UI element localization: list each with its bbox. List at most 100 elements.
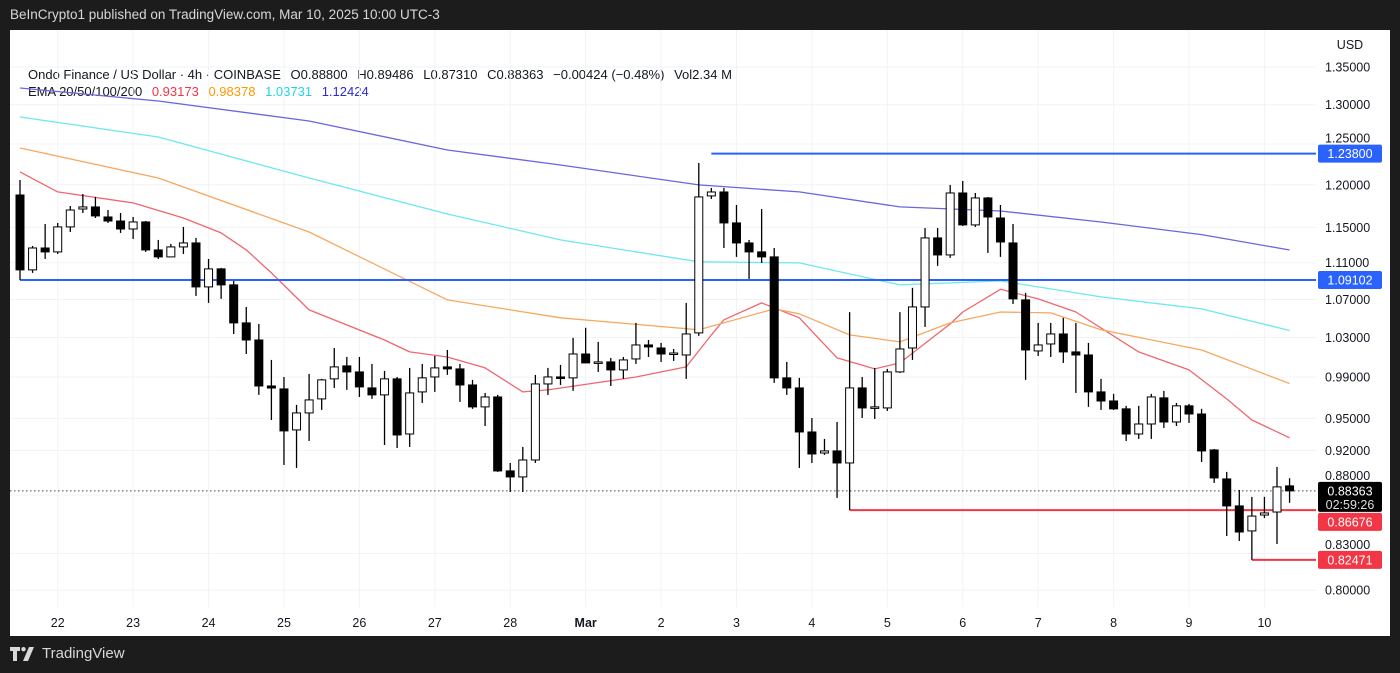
candle [53,222,63,254]
candle-body [1096,391,1106,402]
tradingview-brand[interactable]: TradingView [42,645,125,662]
candle [958,180,968,226]
candle-body [229,284,239,324]
symbol-legend: Ondo Finance / US Dollar · 4h · COINBASE… [28,67,738,82]
x-tick-label: 26 [352,616,366,630]
candle [417,363,427,403]
y-tick-label: 1.25000 [1325,132,1370,146]
candle-body [907,306,917,349]
candle-body [556,376,566,379]
candle-body [417,377,427,393]
candle [920,227,930,327]
candle-body [1071,351,1081,356]
candle [530,374,540,463]
footer: TradingView [10,645,125,662]
price-level-label: 1.09102 [1327,273,1372,287]
candle-body [606,361,616,371]
candle [367,363,377,399]
candle-body [694,196,704,334]
candle-body [1259,512,1269,516]
candle-body [744,242,754,253]
candle-body [28,247,38,271]
tradingview-logo-icon [10,646,34,661]
candle-body [103,216,113,222]
y-tick-label: 1.20000 [1325,178,1370,192]
price-level-label: 0.86676 [1327,515,1372,529]
candle-body [1146,396,1156,425]
x-tick-label: 2 [658,616,665,630]
candle-body [266,385,276,389]
ema-label[interactable]: EMA 20/50/100/200 [28,84,143,99]
x-tick-label: 8 [1110,616,1117,630]
volume-value: 2.34 M [692,67,732,82]
candle [983,196,993,253]
candle [807,417,817,463]
ema-legend: EMA 20/50/100/200 0.93173 0.98378 1.0373… [28,84,375,99]
candle [794,377,804,468]
candle-body [656,347,666,355]
candle [933,227,943,266]
x-tick-label: 23 [126,616,140,630]
y-tick-label: 0.92000 [1325,444,1370,458]
candle [229,280,239,334]
candle-body [832,450,842,464]
candle-body [329,366,339,380]
x-tick-label: 25 [277,616,291,630]
candle [669,348,679,361]
low-value: 0.87310 [430,67,478,82]
x-tick-label: 6 [959,616,966,630]
currency-label[interactable]: USD [1318,34,1382,56]
candle-body [116,220,126,230]
y-tick-label: 1.07000 [1325,293,1370,307]
candle [430,355,440,392]
candle-body [166,246,176,258]
candle-body [1285,485,1295,492]
candle-body [1046,333,1056,345]
candle [694,163,704,336]
candle-body [593,361,603,364]
candle [618,356,628,379]
open-label: O [290,67,301,82]
candle-body [1209,449,1219,479]
y-tick-label: 1.30000 [1325,98,1370,112]
candle [493,394,503,472]
symbol-title[interactable]: Ondo Finance / US Dollar · 4h · COINBASE [28,67,281,82]
price-level-label: 1.23800 [1327,147,1372,161]
candle [681,302,691,379]
last-price-label: 0.88363 [1327,484,1372,498]
candle [191,237,201,296]
candle [266,359,276,420]
candle-body [631,344,641,360]
candle-body [1197,413,1207,452]
x-tick-label: 24 [202,616,216,630]
y-tick-label: 1.03000 [1325,331,1370,345]
candle [845,312,855,511]
candle [78,193,88,214]
candle-body [983,197,993,218]
candle [1209,448,1219,483]
candle [731,204,741,257]
y-tick-label: 0.88000 [1325,469,1370,483]
candle [1008,223,1018,304]
candle [744,239,754,279]
candle [1134,405,1144,439]
candle-body [1121,408,1131,435]
candle [380,370,390,445]
ema100-value: 1.03731 [265,84,313,99]
x-tick-label: 10 [1257,616,1271,630]
candle-body [618,359,628,371]
candle-body [1083,354,1093,393]
candle [216,267,226,299]
price-level-label: 0.82471 [1327,553,1372,567]
low-label: L [423,67,431,82]
y-tick-label: 0.83000 [1325,538,1370,552]
candle-body [945,192,955,256]
candle-body [1234,505,1244,533]
candle-body [204,268,214,288]
candle-body [65,209,75,228]
candle [769,247,779,383]
candle [128,216,138,239]
candle-body [455,368,465,386]
candle-body [933,237,943,256]
